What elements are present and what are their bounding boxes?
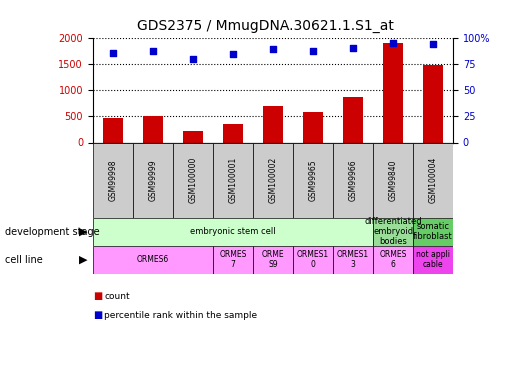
Text: cell line: cell line — [5, 255, 43, 265]
FancyBboxPatch shape — [373, 142, 413, 218]
Point — [148, 48, 157, 54]
Bar — [223, 124, 243, 142]
Text: GSM100004: GSM100004 — [429, 157, 438, 203]
Bar — [263, 106, 283, 142]
FancyBboxPatch shape — [373, 217, 413, 246]
Point — [309, 48, 317, 54]
Text: GDS2375 / MmugDNA.30621.1.S1_at: GDS2375 / MmugDNA.30621.1.S1_at — [137, 19, 393, 33]
FancyBboxPatch shape — [253, 142, 293, 218]
FancyBboxPatch shape — [213, 246, 253, 274]
Point — [349, 45, 357, 51]
Text: ■: ■ — [93, 310, 102, 320]
Bar — [143, 116, 163, 142]
Bar — [423, 65, 443, 142]
Bar — [183, 131, 203, 142]
Point — [429, 41, 437, 47]
Text: GSM99999: GSM99999 — [148, 159, 157, 201]
FancyBboxPatch shape — [373, 246, 413, 274]
FancyBboxPatch shape — [173, 142, 213, 218]
Text: embryonic stem cell: embryonic stem cell — [190, 227, 276, 236]
FancyBboxPatch shape — [133, 142, 173, 218]
Text: not appli
cable: not appli cable — [416, 250, 450, 269]
Bar — [343, 97, 363, 142]
Text: GSM100000: GSM100000 — [188, 157, 197, 203]
Text: GSM99998: GSM99998 — [108, 159, 117, 201]
FancyBboxPatch shape — [213, 142, 253, 218]
Text: ORMES
7: ORMES 7 — [219, 250, 246, 269]
FancyBboxPatch shape — [333, 142, 373, 218]
FancyBboxPatch shape — [93, 246, 213, 274]
Text: ORMES1
3: ORMES1 3 — [337, 250, 369, 269]
Point — [389, 40, 398, 46]
Text: GSM99840: GSM99840 — [388, 159, 398, 201]
Point — [189, 56, 197, 62]
FancyBboxPatch shape — [293, 246, 333, 274]
Text: GSM99965: GSM99965 — [308, 159, 317, 201]
FancyBboxPatch shape — [93, 142, 133, 218]
Text: ORMES1
0: ORMES1 0 — [297, 250, 329, 269]
Text: differentiated
embryoid
bodies: differentiated embryoid bodies — [364, 217, 422, 246]
Text: ■: ■ — [93, 291, 102, 301]
FancyBboxPatch shape — [253, 246, 293, 274]
Text: somatic
fibroblast: somatic fibroblast — [413, 222, 453, 241]
Bar — [383, 43, 403, 142]
Text: ▶: ▶ — [79, 226, 87, 237]
FancyBboxPatch shape — [333, 246, 373, 274]
FancyBboxPatch shape — [413, 246, 453, 274]
Text: percentile rank within the sample: percentile rank within the sample — [104, 310, 258, 320]
Point — [269, 46, 277, 52]
Text: GSM99966: GSM99966 — [349, 159, 358, 201]
FancyBboxPatch shape — [93, 217, 373, 246]
Point — [109, 50, 117, 56]
Text: ORMES
6: ORMES 6 — [379, 250, 407, 269]
Bar — [103, 118, 123, 142]
Text: ORMES6: ORMES6 — [137, 255, 169, 264]
Text: count: count — [104, 292, 130, 301]
Bar — [303, 112, 323, 142]
Text: GSM100001: GSM100001 — [228, 157, 237, 203]
FancyBboxPatch shape — [413, 142, 453, 218]
FancyBboxPatch shape — [413, 217, 453, 246]
Text: ORME
S9: ORME S9 — [262, 250, 284, 269]
Point — [228, 51, 237, 57]
Text: GSM100002: GSM100002 — [269, 157, 277, 203]
FancyBboxPatch shape — [293, 142, 333, 218]
Text: ▶: ▶ — [79, 255, 87, 265]
Text: development stage: development stage — [5, 226, 100, 237]
